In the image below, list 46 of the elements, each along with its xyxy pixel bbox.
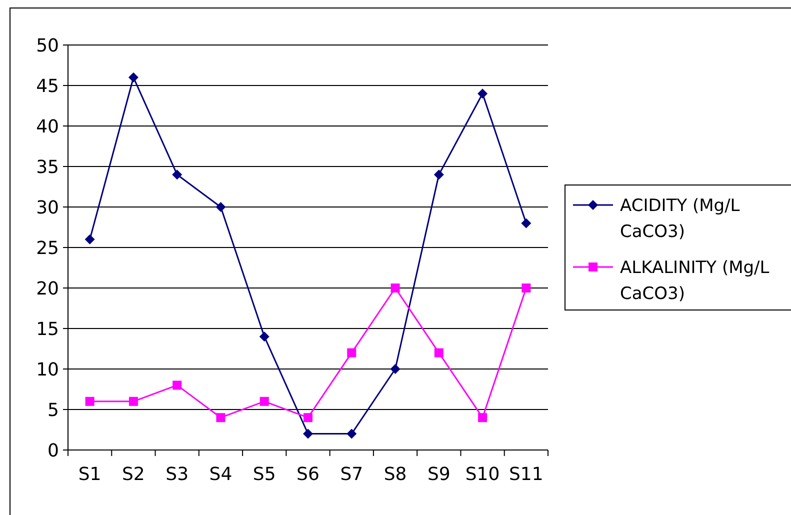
point <box>303 428 313 439</box>
point <box>478 88 488 99</box>
point <box>84 234 95 244</box>
y-tick-label: 20 <box>36 278 59 300</box>
point <box>346 428 357 439</box>
x-tick-label: S8 <box>384 464 407 485</box>
point <box>259 332 270 342</box>
point <box>522 284 531 292</box>
x-tick-label: S9 <box>427 464 450 485</box>
x-tick-label: S4 <box>209 464 232 485</box>
x-tick-label: S11 <box>509 464 544 485</box>
y-tick-label: 15 <box>36 318 59 340</box>
legend-label: ALKALINITY (Mg/L CaCO3) <box>620 258 770 304</box>
point <box>260 396 269 406</box>
x-tick-label: S2 <box>122 464 145 485</box>
point <box>478 413 488 422</box>
point <box>347 348 356 358</box>
x-tick-label: S7 <box>340 464 364 485</box>
y-tick-label: 45 <box>36 76 59 97</box>
y-tick-label: 30 <box>36 197 59 218</box>
x-tick-label: S1 <box>78 464 102 485</box>
y-tick-label: 50 <box>36 35 59 56</box>
legend-label: ACIDITY (Mg/L CaCO3) <box>620 196 740 242</box>
x-tick-label: S3 <box>166 464 189 485</box>
point <box>172 170 182 180</box>
point <box>521 218 532 228</box>
point <box>390 284 400 292</box>
point <box>128 72 138 82</box>
y-tick-label: 10 <box>36 359 59 380</box>
x-tick-label: S5 <box>252 464 276 485</box>
point <box>434 348 444 358</box>
point <box>434 170 444 180</box>
y-tick-label: 35 <box>36 156 59 178</box>
point <box>172 380 182 390</box>
point <box>390 364 400 374</box>
x-tick-label: S6 <box>296 464 320 485</box>
y-tick-label: 25 <box>36 238 59 259</box>
y-tick-label: 40 <box>36 116 59 138</box>
y-tick-label: 5 <box>48 400 59 421</box>
point <box>216 202 226 212</box>
point <box>128 396 138 406</box>
point <box>85 396 94 406</box>
point <box>304 413 312 422</box>
x-tick-label: S10 <box>465 464 500 485</box>
point <box>216 413 226 422</box>
y-tick-label: 0 <box>48 440 59 462</box>
